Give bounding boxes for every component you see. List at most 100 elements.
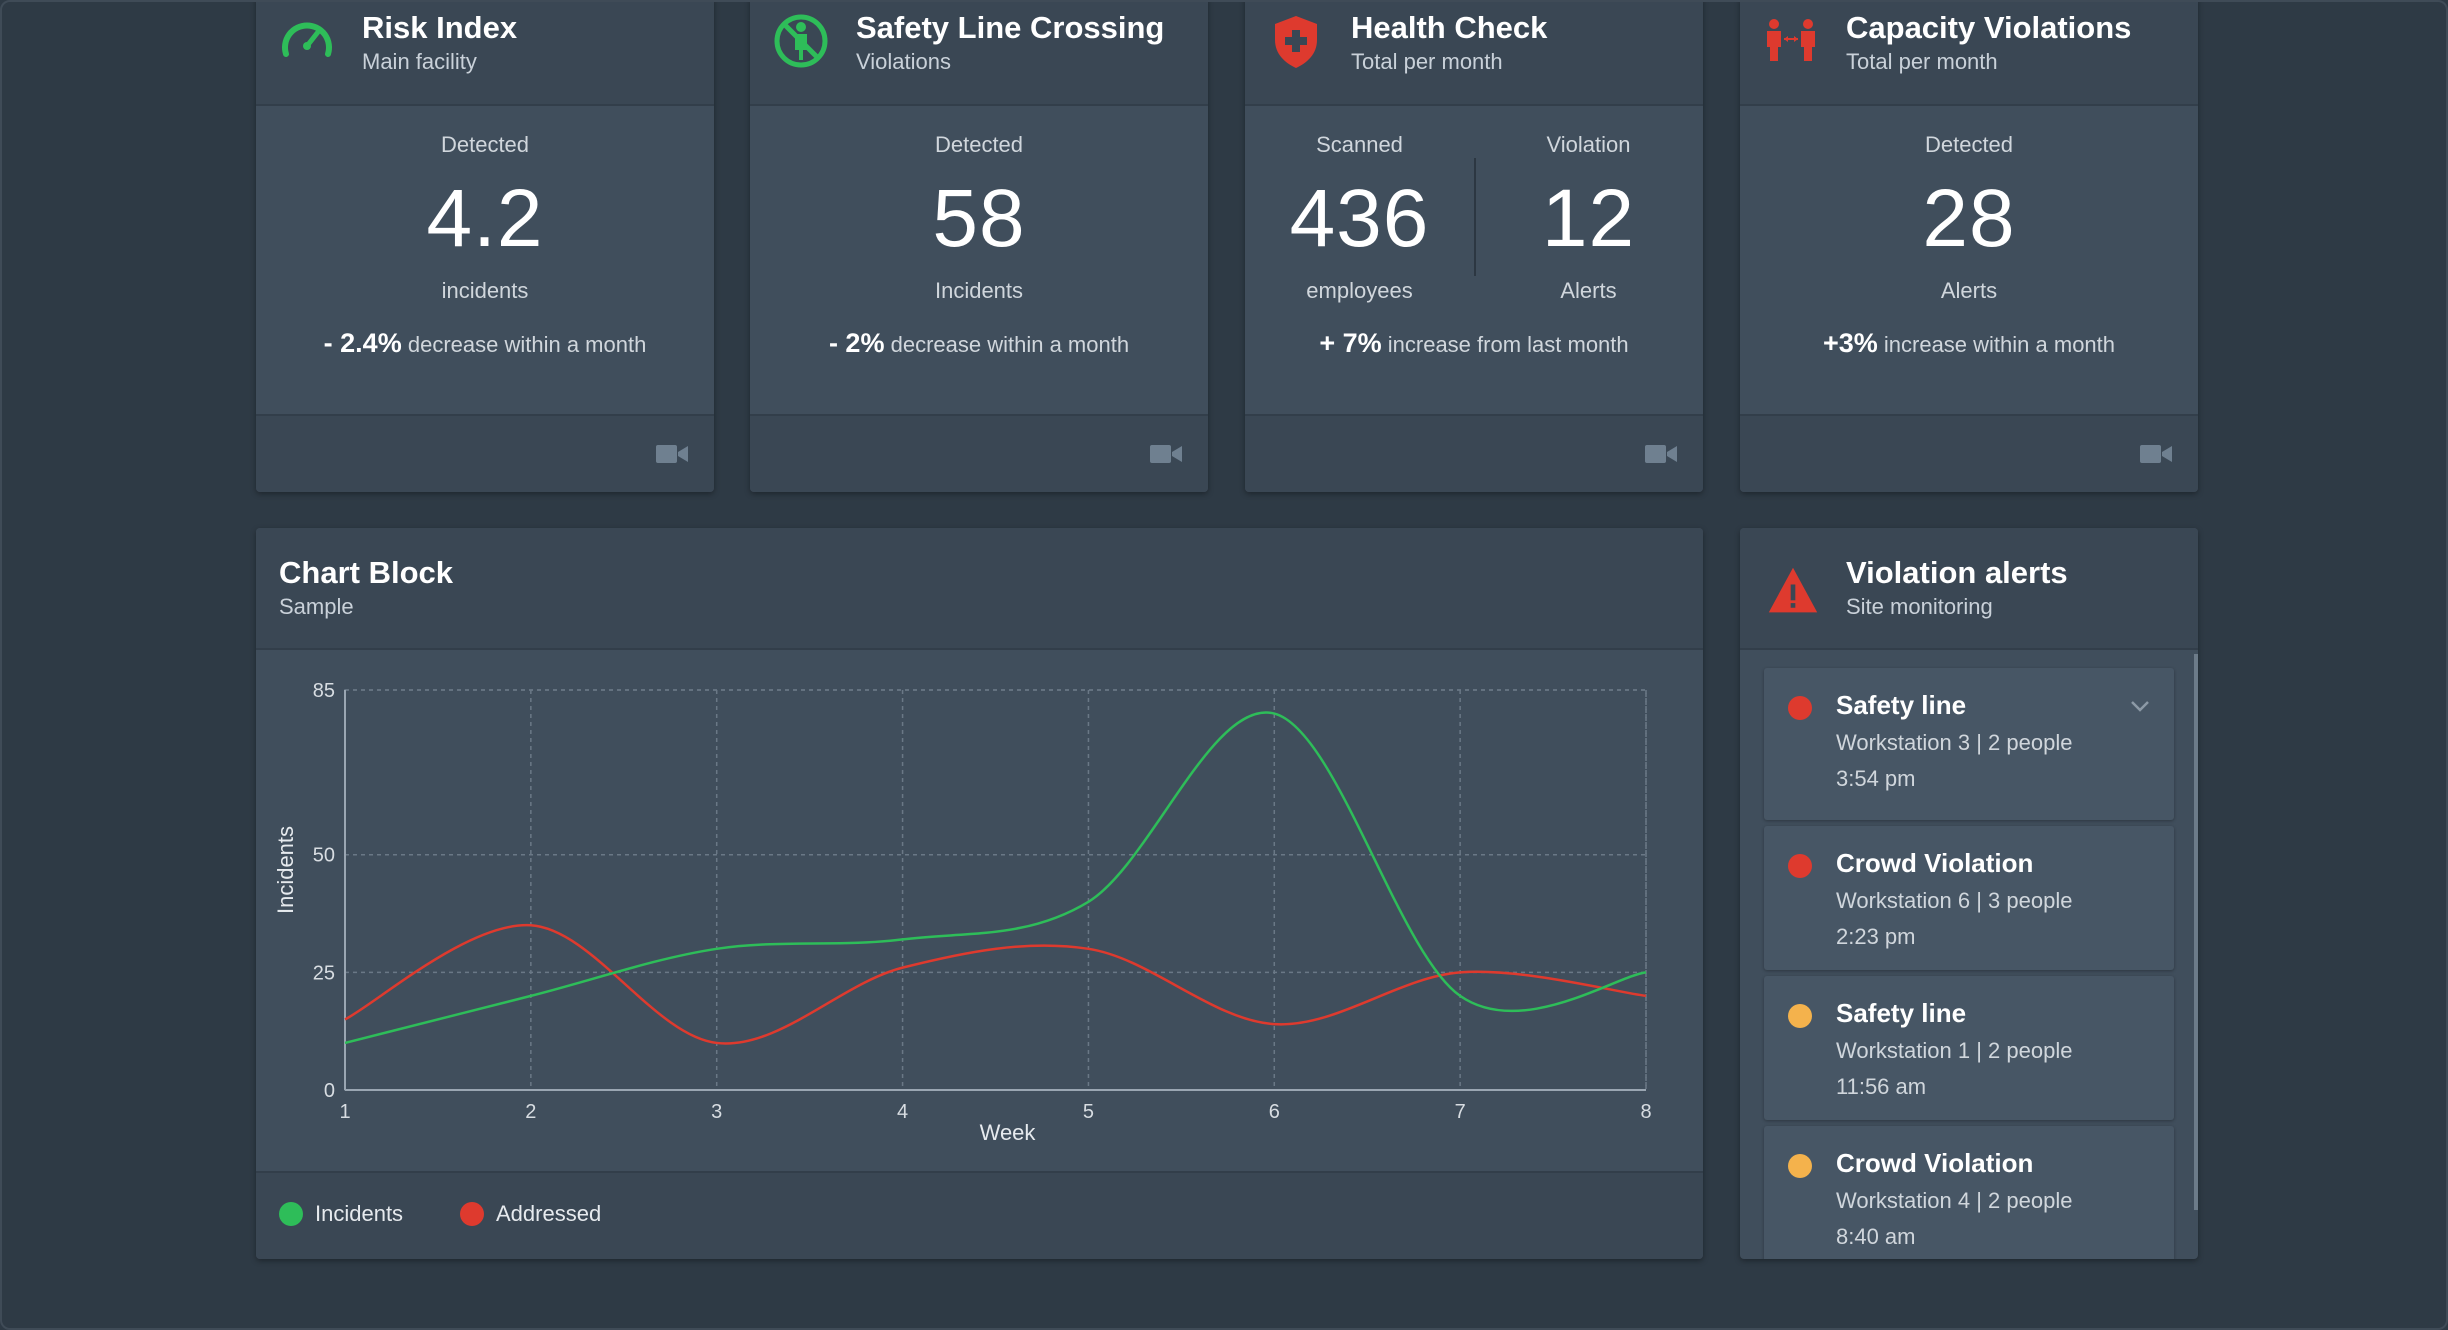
no-entry-person-icon [774,14,828,68]
kpi-change: +3% increase within a month [1740,328,2198,359]
legend-swatch [460,1202,484,1226]
card-title: Health Check [1351,10,1548,45]
kpi-change-text: decrease within a month [407,332,647,357]
alert-time: 11:56 am [1836,1074,1927,1099]
kpi-change: + 7% increase from last month [1245,328,1703,359]
legend-item-incidents[interactable]: Incidents [279,1201,403,1227]
x-tick-label: 8 [1640,1101,1651,1123]
y-tick-label: 25 [313,962,335,984]
x-tick-label: 4 [897,1101,908,1123]
violation-metric: Violation 12 Alerts [1474,106,1703,306]
kpi-card-capacity-violations[interactable]: Capacity Violations Total per month Dete… [1740,2,2198,492]
kpi-change-text: decrease within a month [890,332,1130,357]
card-header: Safety Line Crossing Violations [750,2,1208,106]
card-footer [750,414,1208,492]
card-header: Violation alerts Site monitoring [1740,528,2198,650]
alert-meta: Workstation 3 | 2 people [1836,730,2073,755]
y-tick-label: 0 [324,1080,335,1102]
kpi-unit: incidents [441,278,529,303]
kpi-change-value: - 2% [828,328,885,358]
warning-triangle-icon [1768,567,1818,613]
kpi-value: 28 [1922,173,2016,264]
card-subtitle: Main facility [362,49,477,74]
medical-shield-icon [1275,16,1317,68]
severity-dot-icon [1788,854,1812,878]
kpi-label: Scanned [1316,132,1403,157]
alert-item[interactable]: Crowd Violation Workstation 6 | 3 people… [1764,826,2174,970]
video-camera-icon[interactable] [1645,442,1677,466]
card-subtitle: Total per month [1351,49,1503,74]
video-camera-icon[interactable] [1150,442,1182,466]
kpi-card-risk-index[interactable]: Risk Index Main facility Detected 4.2 in… [256,2,714,492]
card-footer [256,414,714,492]
kpi-unit: Alerts [1940,278,1998,303]
kpi-change-value: + 7% [1319,328,1382,358]
kpi-value: 58 [932,173,1026,264]
alert-time: 3:54 pm [1836,766,1916,791]
legend-swatch [279,1202,303,1226]
card-footer [1740,414,2198,492]
metric-divider [1474,158,1476,276]
series-line-addressed [344,924,1647,1045]
severity-dot-icon [1788,1154,1812,1178]
kpi-card-health-check[interactable]: Health Check Total per month Scanned 436… [1245,2,1703,492]
legend-item-addressed[interactable]: Addressed [460,1201,601,1227]
kpi-body: Scanned 436 employees Violation 12 Alert… [1245,106,1703,408]
card-footer [1245,414,1703,492]
card-title: Capacity Violations [1846,10,2132,45]
gauge-icon [282,22,332,57]
chevron-down-icon[interactable] [2130,700,2150,712]
alert-time: 8:40 am [1836,1224,1916,1249]
video-camera-icon[interactable] [656,442,688,466]
card-title: Safety Line Crossing [856,10,1165,45]
kpi-card-safety-line-crossing[interactable]: Safety Line Crossing Violations Detected… [750,2,1208,492]
alert-meta: Workstation 6 | 3 people [1836,888,2073,913]
chart-legend: Incidents Addressed [256,1171,1703,1259]
scanned-metric: Scanned 436 employees [1245,106,1474,306]
kpi-body: Detected 58 Incidents - 2% decrease with… [750,106,1208,408]
kpi-unit: employees [1306,278,1413,303]
alert-time: 2:23 pm [1836,924,1916,949]
x-tick-label: 5 [1083,1101,1094,1123]
kpi-change-text: increase within a month [1883,332,2116,357]
card-header: Health Check Total per month [1245,2,1703,106]
x-tick-label: 7 [1455,1101,1466,1123]
alert-list-scrollbar[interactable] [2194,654,2198,1210]
alert-meta: Workstation 4 | 2 people [1836,1188,2073,1213]
violation-alerts-card: Violation alerts Site monitoring Safety … [1740,528,2198,1259]
people-distance-icon [1767,19,1815,61]
kpi-change: - 2% decrease within a month [750,328,1208,359]
legend-label: Addressed [496,1201,602,1226]
plot-frame [344,689,1647,1091]
card-subtitle: Site monitoring [1846,594,1993,619]
card-header: Capacity Violations Total per month [1740,2,2198,106]
alert-meta: Workstation 1 | 2 people [1836,1038,2073,1063]
legend-label: Incidents [315,1201,404,1226]
chart-block-card: Chart Block Sample 1 2 3 4 5 6 7 8 0 25 50 85 Week In… [256,528,1703,1259]
kpi-change: - 2.4% decrease within a month [256,328,714,359]
x-axis-label: Week [980,1120,1037,1145]
kpi-label: Violation [1546,132,1631,157]
alert-title: Crowd Violation [1836,1148,2034,1178]
kpi-change-value: +3% [1822,328,1878,358]
kpi-change-value: - 2.4% [323,328,402,358]
card-title: Risk Index [362,10,518,45]
severity-dot-icon [1788,696,1812,720]
alert-item[interactable]: Safety line Workstation 3 | 2 people 3:5… [1764,668,2174,820]
video-camera-icon[interactable] [2140,442,2172,466]
card-title: Violation alerts [1846,555,2068,590]
x-tick-label: 3 [711,1101,722,1123]
y-tick-label: 50 [313,845,335,867]
kpi-value: 12 [1541,173,1636,264]
card-header: Chart Block Sample [256,528,1703,650]
alert-list[interactable]: Safety line Workstation 3 | 2 people 3:5… [1740,650,2198,1259]
alert-item[interactable]: Crowd Violation Workstation 4 | 2 people… [1764,1126,2174,1259]
alert-item[interactable]: Safety line Workstation 1 | 2 people 11:… [1764,976,2174,1120]
kpi-body: Detected 28 Alerts +3% increase within a… [1740,106,2198,408]
x-tick-label: 2 [525,1101,536,1123]
alert-title: Safety line [1836,690,1967,720]
kpi-label: Detected [1924,132,2014,157]
y-axis-label: Incidents [273,826,298,914]
line-chart: 1 2 3 4 5 6 7 8 0 25 50 85 Week Incidents [273,680,1652,1145]
